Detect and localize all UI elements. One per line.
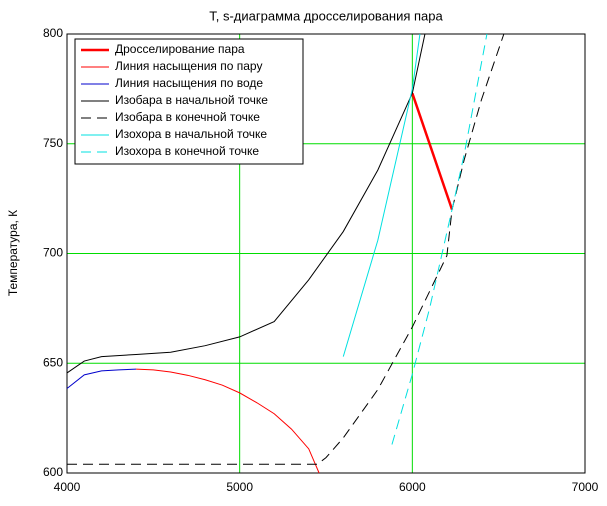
series-line [66,368,137,389]
series-line [136,368,320,474]
series-line [342,33,421,357]
x-tick-label: 6000 [399,480,426,494]
legend-label: Изохора в начальной точке [115,127,267,141]
y-axis-label: Температура, К [6,210,20,296]
x-tick-label: 4000 [54,480,81,494]
y-tick-label: 800 [43,26,63,40]
plot-frame [66,33,586,474]
legend-label: Изохора в конечной точке [115,144,259,158]
legend-label: Линия насыщения по воде [115,76,263,90]
x-tick-label: 5000 [226,480,253,494]
series-line [411,92,454,211]
y-tick-label: 650 [43,355,63,369]
x-tick-label: 7000 [572,480,599,494]
legend-box [74,38,304,165]
legend-label: Изобара в начальной точке [115,93,268,107]
series-line [66,33,426,374]
y-tick-label: 700 [43,246,63,260]
legend-label: Линия насыщения по пару [115,59,262,73]
series-line [67,33,505,465]
y-tick-label: 600 [43,465,63,479]
y-tick-label: 750 [43,136,63,150]
chart-title: T, s-диаграмма дросселирования пара [209,8,443,23]
legend-label: Изобара в конечной точке [115,110,260,124]
legend-label: Дросселирование пара [115,42,245,56]
